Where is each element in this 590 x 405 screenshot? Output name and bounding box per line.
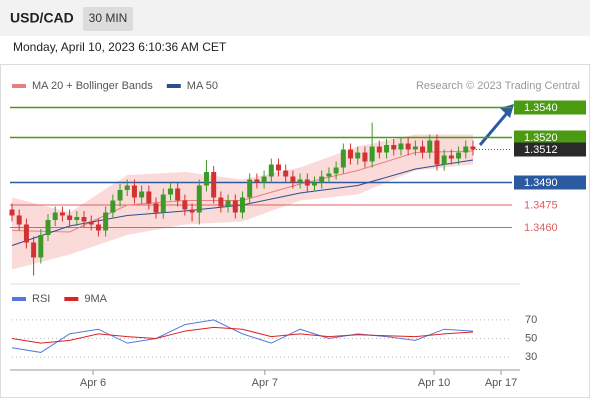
candle-body bbox=[441, 155, 447, 165]
candle-body bbox=[434, 140, 440, 165]
candle-body bbox=[95, 224, 101, 231]
candle-body bbox=[146, 191, 152, 204]
candle-body bbox=[139, 191, 145, 198]
candle-body bbox=[276, 164, 281, 171]
candle-body bbox=[405, 143, 411, 150]
candle-body bbox=[355, 152, 361, 159]
legend-label: MA 50 bbox=[187, 80, 218, 92]
candle-body bbox=[391, 145, 397, 150]
candle-body bbox=[254, 179, 260, 183]
candle-body bbox=[38, 235, 44, 258]
candle-body bbox=[448, 155, 454, 159]
level-label: 1.3540 bbox=[524, 102, 558, 114]
candle-body bbox=[67, 215, 73, 220]
level-label: 1.3460 bbox=[524, 222, 558, 234]
candle-body bbox=[175, 188, 181, 201]
candle-body bbox=[16, 215, 22, 225]
candle-body bbox=[218, 197, 224, 207]
x-tick-label: Apr 6 bbox=[80, 377, 106, 389]
legend-label: RSI bbox=[32, 293, 50, 305]
candle-body bbox=[52, 212, 58, 220]
candle-body bbox=[196, 185, 202, 213]
candle-body bbox=[225, 200, 231, 207]
candle-body bbox=[124, 185, 130, 190]
candle-body bbox=[463, 146, 469, 153]
candle-body bbox=[362, 152, 368, 162]
datetime: Monday, April 10, 2023 6:10:36 AM CET bbox=[13, 40, 227, 54]
candle-body bbox=[420, 146, 426, 153]
candle-body bbox=[23, 224, 29, 243]
candle-body bbox=[81, 217, 87, 222]
candle-body bbox=[74, 217, 80, 220]
candle-body bbox=[189, 209, 195, 213]
candle-body bbox=[247, 179, 253, 198]
last-price-label: 1.3512 bbox=[524, 144, 558, 156]
candle-body bbox=[470, 146, 476, 150]
y-tick-label: 30 bbox=[525, 351, 537, 363]
candle-body bbox=[412, 146, 418, 150]
candle-body bbox=[304, 179, 310, 186]
candle-body bbox=[369, 146, 375, 162]
level-label: 1.3520 bbox=[524, 132, 558, 144]
legend-label: 9MA bbox=[84, 293, 107, 305]
candle-body bbox=[239, 197, 245, 213]
candle-body bbox=[59, 212, 65, 216]
arrow bbox=[478, 111, 510, 146]
candle-body bbox=[456, 152, 462, 159]
candle-body bbox=[103, 212, 109, 231]
candle-body bbox=[261, 176, 267, 183]
legend-swatch bbox=[12, 84, 26, 88]
candle-body bbox=[182, 200, 188, 210]
y-tick-label: 70 bbox=[525, 314, 537, 326]
interval[interactable]: 30 MIN bbox=[89, 11, 128, 25]
candle-body bbox=[31, 242, 37, 258]
level-box bbox=[514, 130, 586, 145]
candle-body bbox=[283, 170, 289, 177]
rsi-line bbox=[11, 319, 474, 353]
candle-body bbox=[110, 200, 116, 213]
candle-body bbox=[9, 209, 15, 216]
legend-swatch bbox=[64, 297, 79, 301]
symbol: USD/CAD bbox=[10, 10, 74, 26]
interval-box[interactable] bbox=[83, 7, 133, 31]
candle-body bbox=[290, 176, 296, 183]
candle-body bbox=[319, 176, 325, 183]
legend-label: MA 20 + Bollinger Bands bbox=[32, 80, 153, 92]
candle-body bbox=[117, 190, 123, 201]
legend-swatch bbox=[12, 297, 26, 301]
x-tick-label: Apr 10 bbox=[418, 377, 450, 389]
candle-body bbox=[427, 140, 433, 153]
candle-body bbox=[232, 200, 238, 213]
candle-body bbox=[376, 146, 382, 153]
candle-body bbox=[88, 221, 94, 225]
level-box bbox=[514, 175, 586, 190]
copyright: Research © 2023 Trading Central bbox=[416, 80, 580, 92]
candle-body bbox=[333, 167, 339, 174]
y-tick-label: 50 bbox=[525, 332, 537, 344]
candle-body bbox=[167, 188, 173, 195]
level-label: 1.3475 bbox=[524, 199, 558, 211]
x-tick-label: Apr 7 bbox=[252, 377, 278, 389]
last-price-box bbox=[514, 142, 586, 157]
candle-body bbox=[45, 220, 51, 235]
x-tick-label: Apr 17 bbox=[485, 377, 517, 389]
candle-body bbox=[297, 179, 303, 183]
candle-body bbox=[160, 194, 166, 213]
candle-body bbox=[326, 173, 332, 177]
candle-body bbox=[203, 172, 209, 186]
candle-body bbox=[131, 185, 137, 198]
rsi-line bbox=[11, 326, 474, 344]
candle-body bbox=[268, 164, 274, 177]
candle-body bbox=[340, 149, 346, 168]
candle-body bbox=[398, 143, 404, 150]
candle-body bbox=[211, 172, 217, 198]
level-box bbox=[514, 100, 586, 115]
level-label: 1.3490 bbox=[524, 177, 558, 189]
candle-body bbox=[153, 203, 159, 213]
candle-body bbox=[384, 145, 390, 153]
candle-body bbox=[348, 149, 354, 159]
legend-swatch bbox=[166, 84, 181, 88]
candle-body bbox=[312, 182, 318, 186]
